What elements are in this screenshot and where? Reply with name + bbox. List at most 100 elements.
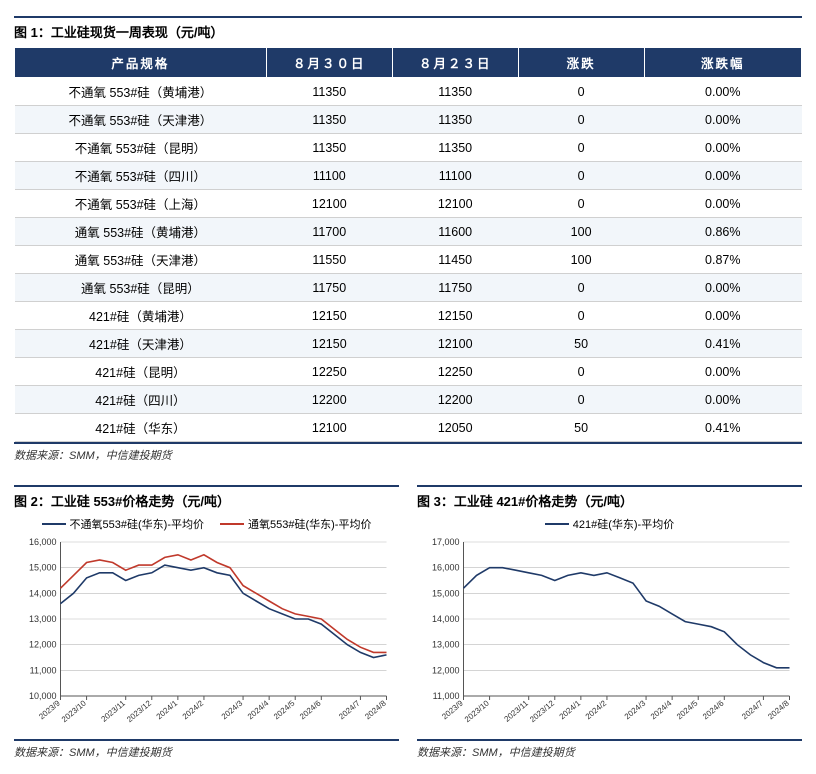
legend-item: 通氧553#硅(华东)-平均价 (220, 516, 371, 532)
svg-text:12,000: 12,000 (432, 665, 460, 675)
table-cell: 421#硅（黄埔港） (15, 302, 267, 330)
svg-text:2024/1: 2024/1 (558, 698, 583, 721)
svg-text:2024/8: 2024/8 (766, 698, 791, 721)
table-cell: 不通氧 553#硅（黄埔港） (15, 78, 267, 106)
table-row: 421#硅（天津港）1215012100500.41% (15, 330, 802, 358)
svg-text:13,000: 13,000 (432, 640, 460, 650)
table-cell: 11100 (392, 162, 518, 190)
figure-2-title: 图 2：工业硅 553#价格走势（元/吨） (14, 485, 399, 510)
table-cell: 0.00% (644, 134, 801, 162)
table-cell: 0 (518, 190, 644, 218)
svg-text:2023/10: 2023/10 (463, 698, 491, 724)
table-cell: 12100 (392, 330, 518, 358)
table-cell: 11750 (266, 274, 392, 302)
table-cell: 11550 (266, 246, 392, 274)
table-cell: 0 (518, 302, 644, 330)
table-cell: 12200 (266, 386, 392, 414)
table-cell: 11100 (266, 162, 392, 190)
svg-text:2023/10: 2023/10 (60, 698, 88, 724)
table-cell: 12250 (392, 358, 518, 386)
table-cell: 11350 (266, 106, 392, 134)
table-cell: 0 (518, 274, 644, 302)
table-cell: 12100 (266, 414, 392, 442)
table-cell: 0.00% (644, 302, 801, 330)
table-cell: 12100 (392, 190, 518, 218)
table-cell: 11350 (392, 106, 518, 134)
table-cell: 0.87% (644, 246, 801, 274)
table-cell: 100 (518, 218, 644, 246)
table-source: 数据来源：SMM，中信建投期货 (14, 442, 802, 463)
svg-text:17,000: 17,000 (432, 537, 460, 547)
svg-text:2024/6: 2024/6 (701, 698, 726, 721)
table-cell: 12150 (266, 330, 392, 358)
table-cell: 0 (518, 386, 644, 414)
svg-text:13,000: 13,000 (29, 614, 57, 624)
table-cell: 11350 (392, 78, 518, 106)
svg-text:2024/4: 2024/4 (246, 698, 271, 721)
table-cell: 0 (518, 106, 644, 134)
table-cell: 不通氧 553#硅（天津港） (15, 106, 267, 134)
figure-3-title: 图 3：工业硅 421#价格走势（元/吨） (417, 485, 802, 510)
table-row: 通氧 553#硅（黄埔港）11700116001000.86% (15, 218, 802, 246)
table-cell: 421#硅（昆明） (15, 358, 267, 386)
table-cell: 421#硅（四川） (15, 386, 267, 414)
svg-text:2023/12: 2023/12 (528, 698, 556, 724)
table-cell: 不通氧 553#硅（四川） (15, 162, 267, 190)
table-cell: 通氧 553#硅（昆明） (15, 274, 267, 302)
svg-text:2024/7: 2024/7 (337, 698, 362, 721)
table-cell: 0 (518, 162, 644, 190)
table-cell: 0.41% (644, 414, 801, 442)
table-cell: 通氧 553#硅（黄埔港） (15, 218, 267, 246)
table-row: 421#硅（华东）1210012050500.41% (15, 414, 802, 442)
table-cell: 421#硅（华东） (15, 414, 267, 442)
table-cell: 0.86% (644, 218, 801, 246)
svg-text:2024/6: 2024/6 (298, 698, 323, 721)
table-row: 421#硅（四川）122001220000.00% (15, 386, 802, 414)
table-cell: 50 (518, 414, 644, 442)
svg-text:14,000: 14,000 (432, 614, 460, 624)
svg-text:2023/11: 2023/11 (502, 698, 530, 723)
svg-text:11,000: 11,000 (433, 691, 460, 701)
table-cell: 不通氧 553#硅（昆明） (15, 134, 267, 162)
table-cell: 0 (518, 134, 644, 162)
legend-item: 不通氧553#硅(华东)-平均价 (42, 516, 204, 532)
table-cell: 11350 (266, 78, 392, 106)
svg-text:12,000: 12,000 (29, 640, 57, 650)
table-cell: 12050 (392, 414, 518, 442)
table-cell: 50 (518, 330, 644, 358)
table-cell: 11450 (392, 246, 518, 274)
table-cell: 11600 (392, 218, 518, 246)
table-row: 421#硅（昆明）122501225000.00% (15, 358, 802, 386)
svg-text:2023/12: 2023/12 (125, 698, 153, 724)
svg-text:2023/9: 2023/9 (440, 698, 465, 721)
svg-text:2024/5: 2024/5 (272, 698, 297, 721)
table-cell: 421#硅（天津港） (15, 330, 267, 358)
svg-text:2024/7: 2024/7 (740, 698, 765, 721)
svg-text:10,000: 10,000 (29, 691, 57, 701)
figure-1-title: 图 1：工业硅现货一周表现（元/吨） (14, 16, 802, 41)
chart1-legend: 不通氧553#硅(华东)-平均价通氧553#硅(华东)-平均价 (14, 516, 399, 532)
table-cell: 100 (518, 246, 644, 274)
table-cell: 12250 (266, 358, 392, 386)
col-header: 涨跌 (518, 48, 644, 78)
table-cell: 0.41% (644, 330, 801, 358)
table-row: 421#硅（黄埔港）121501215000.00% (15, 302, 802, 330)
table-cell: 0.00% (644, 78, 801, 106)
svg-text:2024/3: 2024/3 (220, 698, 245, 721)
table-row: 不通氧 553#硅（上海）121001210000.00% (15, 190, 802, 218)
chart1-source: 数据来源：SMM，中信建投期货 (14, 739, 399, 760)
table-row: 不通氧 553#硅（天津港）113501135000.00% (15, 106, 802, 134)
chart2-source: 数据来源：SMM，中信建投期货 (417, 739, 802, 760)
table-cell: 11350 (266, 134, 392, 162)
table-row: 不通氧 553#硅（四川）111001110000.00% (15, 162, 802, 190)
table-cell: 11750 (392, 274, 518, 302)
svg-text:11,000: 11,000 (30, 665, 57, 675)
svg-text:15,000: 15,000 (29, 563, 57, 573)
col-header: 涨跌幅 (644, 48, 801, 78)
svg-text:2024/3: 2024/3 (623, 698, 648, 721)
svg-text:15,000: 15,000 (432, 588, 460, 598)
table-cell: 0 (518, 358, 644, 386)
table-cell: 0.00% (644, 274, 801, 302)
chart-421-price-trend: 11,00012,00013,00014,00015,00016,00017,0… (417, 536, 802, 736)
table-cell: 0.00% (644, 386, 801, 414)
